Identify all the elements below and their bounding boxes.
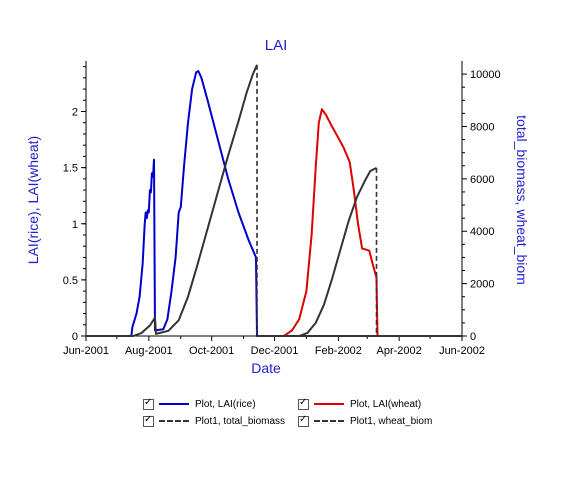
right-y-tick-label: 2000	[470, 279, 494, 291]
left-y-axis-title: LAI(rice), LAI(wheat)	[25, 136, 41, 264]
x-tick-label: Aug-2001	[125, 345, 173, 357]
right-y-tick-label: 4000	[470, 226, 494, 238]
legend-swatch-lai-wheat	[314, 403, 344, 405]
legend-item-lai-wheat[interactable]: Plot, LAI(wheat)	[298, 397, 421, 411]
axes-group: Jun-2001 Aug-2001 Oct-2001 Dec-2001 Feb-2002…	[63, 61, 501, 357]
legend-checkbox-wheat-biom[interactable]	[298, 414, 309, 427]
legend-swatch-wheat-biom	[314, 420, 344, 422]
left-y-tick-label: 0.5	[63, 275, 78, 287]
series-line-plot1-wheat-biom	[298, 167, 377, 337]
right-y-axis-title: total_biomass, wheat_biom	[514, 115, 530, 285]
series-line-plot1-total-biomass	[86, 64, 258, 337]
left-y-tick-label: 1	[72, 219, 78, 231]
series-group	[86, 64, 462, 337]
right-y-tick-label: 6000	[470, 174, 494, 186]
legend-item-total-biomass[interactable]: Plot1, total_biomass	[143, 414, 285, 428]
legend-item-lai-rice[interactable]: Plot, LAI(rice)	[143, 397, 256, 411]
right-y-tick-label: 8000	[470, 121, 494, 133]
x-tick-label: Dec-2001	[251, 345, 299, 357]
legend-label-lai-wheat: Plot, LAI(wheat)	[350, 398, 422, 410]
series-line-plot-lai-wheat	[283, 108, 379, 337]
legend-item-wheat-biom[interactable]: Plot1, wheat_biom	[298, 414, 432, 428]
x-tick-label: Jun-2002	[439, 345, 485, 357]
x-tick-label: Oct-2001	[189, 345, 234, 357]
series-line-plot-lai-rice	[86, 70, 275, 337]
chart-title: LAI	[265, 37, 288, 54]
legend-label-wheat-biom: Plot1, wheat_biom	[350, 415, 433, 427]
legend-swatch-total-biomass	[159, 420, 189, 422]
legend-label-lai-rice: Plot, LAI(rice)	[195, 398, 256, 410]
legend-checkbox-lai-rice[interactable]	[143, 397, 154, 410]
legend-label-total-biomass: Plot1, total_biomass	[195, 415, 286, 427]
right-y-tick-label: 0	[470, 331, 476, 343]
x-tick-label: Jun-2001	[63, 345, 109, 357]
left-y-tick-label: 0	[72, 331, 78, 343]
right-y-tick-label: 10000	[470, 69, 501, 81]
left-y-tick-label: 1.5	[63, 163, 78, 175]
x-axis-title: Date	[251, 360, 281, 376]
legend-swatch-lai-rice	[159, 403, 189, 405]
legend-checkbox-total-biomass[interactable]	[143, 414, 154, 427]
legend-checkbox-lai-wheat[interactable]	[298, 397, 309, 410]
left-y-tick-label: 2	[72, 107, 78, 119]
x-tick-label: Apr-2002	[377, 345, 422, 357]
x-tick-label: Feb-2002	[315, 345, 362, 357]
